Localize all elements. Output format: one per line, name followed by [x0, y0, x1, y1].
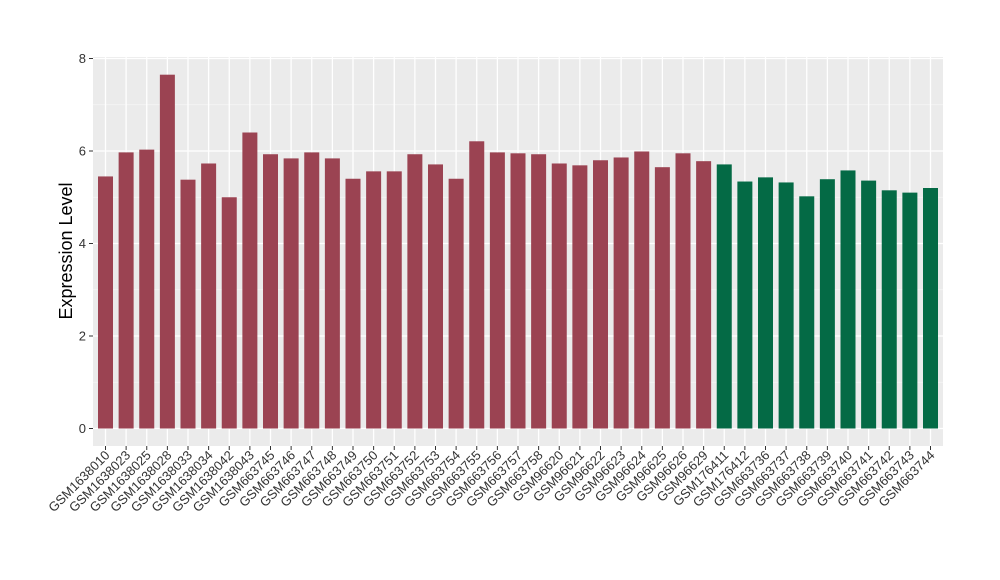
bar-GSM96625	[654, 167, 670, 429]
bar-GSM96623	[613, 157, 629, 429]
bar-GSM663746	[283, 158, 299, 429]
x-axis: GSM1638010GSM1638023GSM1638025GSM1638028…	[45, 446, 938, 515]
bar-GSM96621	[572, 165, 588, 429]
bar-GSM663736	[758, 177, 773, 429]
y-axis: 0 2 4 6 8	[79, 51, 93, 436]
bar-GSM663755	[469, 141, 485, 429]
bar-GSM663741	[861, 180, 877, 429]
bar-GSM1638028	[159, 74, 175, 429]
bar-GSM663739	[819, 179, 835, 429]
bar-GSM663748	[324, 158, 340, 429]
bar-GSM663752	[407, 154, 423, 429]
bar-GSM663754	[448, 178, 464, 429]
bar-GSM663747	[304, 152, 320, 429]
bar-GSM663743	[902, 192, 918, 429]
bar-GSM1638033	[180, 179, 196, 429]
bar-GSM663751	[386, 171, 402, 429]
bar-GSM176411	[716, 164, 732, 429]
bar-GSM96629	[696, 161, 712, 429]
bar-GSM663745	[263, 154, 278, 429]
bar-GSM96622	[593, 160, 608, 429]
bars	[98, 74, 938, 429]
y-tick-label: 8	[79, 51, 86, 66]
bar-GSM1638043	[242, 132, 258, 429]
bar-GSM663744	[923, 188, 938, 429]
bar-GSM663756	[489, 152, 505, 429]
bar-GSM1638025	[139, 149, 155, 429]
bar-GSM96624	[634, 151, 650, 429]
y-tick-label: 6	[79, 144, 86, 159]
y-tick-label: 0	[79, 421, 86, 436]
y-tick-label: 2	[79, 329, 86, 344]
bar-GSM96620	[551, 163, 567, 429]
y-axis-title: Expression Level	[56, 182, 76, 319]
bar-GSM663740	[840, 170, 856, 429]
bar-GSM663757	[510, 153, 526, 429]
bar-GSM1638010	[98, 176, 113, 429]
bar-GSM663749	[345, 178, 361, 429]
bar-GSM663737	[778, 182, 794, 429]
bar-GSM663758	[531, 154, 547, 429]
bar-GSM663742	[881, 190, 897, 429]
bar-GSM1638034	[201, 163, 217, 429]
bar-GSM663750	[366, 171, 382, 429]
y-tick-label: 4	[79, 236, 86, 251]
bar-GSM663753	[428, 164, 443, 429]
bar-GSM96626	[675, 153, 691, 429]
bar-GSM663738	[799, 196, 815, 429]
bar-GSM1638023	[118, 152, 134, 429]
bar-GSM176412	[737, 181, 753, 429]
bar-GSM1638042	[221, 197, 237, 429]
